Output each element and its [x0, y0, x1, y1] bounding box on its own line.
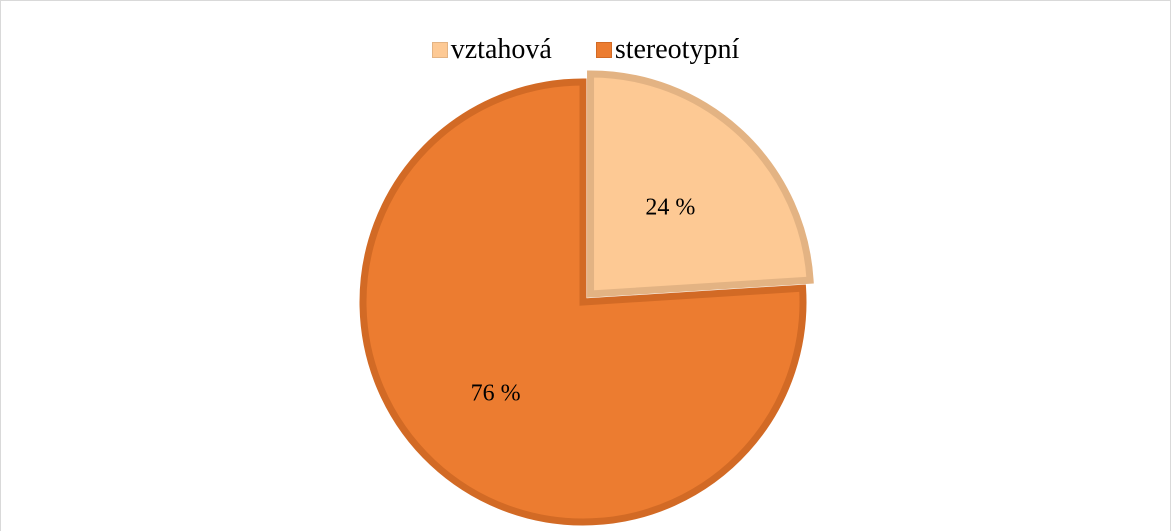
legend-item-vztahova: vztahová — [431, 34, 552, 66]
legend-swatch-stereotypni — [595, 42, 612, 58]
legend-label-stereotypni: stereotypní — [614, 34, 740, 65]
legend-label-vztahova: vztahová — [450, 34, 552, 65]
pie-slice-vztahova — [587, 70, 814, 298]
pie-slice-stereotypni — [359, 78, 807, 526]
data-label-vztahova: 24 % — [645, 194, 695, 220]
legend-swatch-vztahova — [431, 42, 448, 58]
legend-item-stereotypni: stereotypní — [595, 34, 740, 66]
chart-legend: vztahová stereotypní — [0, 34, 1171, 66]
data-label-stereotypni: 76 % — [471, 381, 521, 407]
